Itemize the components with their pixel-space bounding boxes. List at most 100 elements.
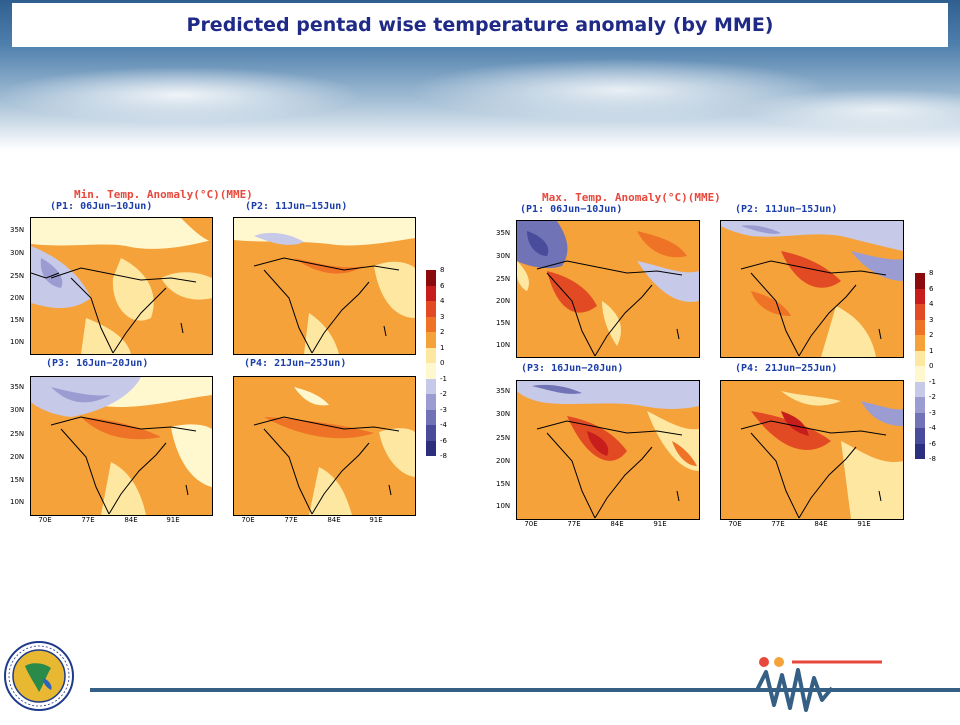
legend-swatch — [915, 366, 925, 382]
min-lon-label: 77E — [284, 516, 298, 524]
min-temp-heading: Min. Temp. Anomaly(°C)(MME) — [74, 188, 253, 201]
min-lon-label: 70E — [241, 516, 255, 524]
min-lat-label: 15N — [10, 476, 25, 484]
legend-label: 4 — [929, 300, 934, 308]
legend-label: 4 — [440, 297, 445, 305]
min-color-legend: 8 6 4 3 2 1 0 -1 -2 -3 -4 -6 -8 — [426, 266, 447, 460]
min-lat-label: 20N — [10, 294, 25, 302]
min-lon-label: 77E — [81, 516, 95, 524]
legend-label: -1 — [440, 374, 447, 383]
legend-swatch — [426, 285, 436, 301]
footer-rule — [90, 688, 960, 692]
min-lon-label: 91E — [369, 516, 383, 524]
legend-swatch — [915, 397, 925, 413]
max-p4-subtitle: (P4: 21Jun−25Jun) — [735, 363, 838, 374]
legend-swatch — [426, 301, 436, 317]
legend-label: 8 — [440, 266, 445, 274]
min-lon-label: 70E — [38, 516, 52, 524]
legend-swatch — [915, 428, 925, 444]
legend-swatch — [426, 363, 436, 379]
max-lat-label: 20N — [496, 297, 511, 305]
legend-label: -2 — [929, 393, 936, 401]
max-p1-anomaly-map — [517, 221, 699, 357]
legend-swatch — [915, 350, 925, 366]
max-p3-anomaly-map — [517, 381, 699, 519]
max-lat-label: 25N — [496, 434, 511, 442]
legend-label: -3 — [440, 405, 447, 414]
title-box: Predicted pentad wise temperature anomal… — [12, 3, 948, 47]
min-p3-subtitle: (P3: 16Jun−20Jun) — [46, 358, 149, 369]
max-p1-map — [516, 220, 700, 358]
legend-label: -6 — [929, 439, 936, 448]
min-lat-label: 10N — [10, 498, 25, 506]
legend-swatch — [915, 335, 925, 351]
legend-label: 6 — [440, 281, 445, 290]
max-p3-subtitle: (P3: 16Jun−20Jun) — [521, 363, 624, 374]
legend-swatch — [915, 381, 925, 397]
min-lon-label: 84E — [327, 516, 341, 524]
max-lon-label: 70E — [524, 520, 538, 528]
legend-swatch — [915, 273, 925, 289]
legend-swatch — [915, 288, 925, 304]
legend-swatch — [915, 412, 925, 428]
legend-swatch — [426, 270, 436, 286]
min-p3-map — [30, 376, 213, 516]
legend-label: 3 — [929, 315, 934, 324]
min-lat-label: 35N — [10, 226, 25, 234]
max-lon-label: 91E — [653, 520, 667, 528]
legend-swatch — [426, 394, 436, 410]
legend-swatch — [426, 347, 436, 363]
legend-swatch — [915, 304, 925, 320]
legend-swatch — [426, 378, 436, 394]
max-lat-label: 15N — [496, 319, 511, 327]
min-p4-subtitle: (P4: 21Jun−25Jun) — [244, 358, 347, 369]
min-p1-subtitle: (P1: 06Jun−10Jun) — [50, 201, 153, 212]
max-lat-label: 20N — [496, 457, 511, 465]
max-lat-label: 30N — [496, 410, 511, 418]
legend-label: -8 — [929, 455, 936, 463]
legend-label: 0 — [929, 362, 934, 370]
legend-swatch — [426, 440, 436, 456]
legend-swatch — [426, 425, 436, 441]
min-lon-label: 84E — [124, 516, 138, 524]
min-lon-label: 91E — [166, 516, 180, 524]
legend-label: -4 — [929, 424, 936, 432]
page-title: Predicted pentad wise temperature anomal… — [186, 14, 774, 36]
legend-label: 1 — [440, 343, 445, 352]
max-lon-label: 77E — [771, 520, 785, 528]
max-lon-label: 70E — [728, 520, 742, 528]
max-p2-anomaly-map — [721, 221, 903, 357]
max-p2-map — [720, 220, 904, 358]
legend-label: -1 — [929, 377, 936, 386]
legend-label: -4 — [440, 421, 447, 429]
max-lat-label: 35N — [496, 229, 511, 237]
max-lat-label: 10N — [496, 341, 511, 349]
legend-label: -2 — [440, 390, 447, 398]
min-lat-label: 25N — [10, 272, 25, 280]
max-color-legend: 8 6 4 3 2 1 0 -1 -2 -3 -4 -6 -8 — [915, 269, 936, 463]
legend-swatch — [426, 332, 436, 348]
min-p2-anomaly-map — [234, 218, 415, 354]
legend-label: 0 — [440, 359, 445, 367]
legend-swatch — [915, 319, 925, 335]
min-p1-map — [30, 217, 213, 355]
min-p4-map — [233, 376, 416, 516]
max-lat-label: 15N — [496, 480, 511, 488]
legend-label: -6 — [440, 436, 447, 445]
max-p3-map — [516, 380, 700, 520]
min-lat-label: 10N — [10, 338, 25, 346]
max-lon-label: 84E — [610, 520, 624, 528]
min-p2-subtitle: (P2: 11Jun−15Jun) — [245, 201, 348, 212]
max-p1-subtitle: (P1: 06Jun−10Jun) — [520, 204, 623, 215]
max-temp-heading: Max. Temp. Anomaly(°C)(MME) — [542, 191, 721, 204]
legend-label: 2 — [440, 328, 445, 336]
legend-swatch — [915, 443, 925, 459]
mission-logo-icon — [752, 650, 892, 720]
max-lat-label: 25N — [496, 275, 511, 283]
max-lat-label: 10N — [496, 502, 511, 510]
legend-swatch — [426, 409, 436, 425]
legend-label: 8 — [929, 269, 934, 277]
min-lat-label: 15N — [10, 316, 25, 324]
max-lon-label: 91E — [857, 520, 871, 528]
legend-label: -8 — [440, 452, 447, 460]
